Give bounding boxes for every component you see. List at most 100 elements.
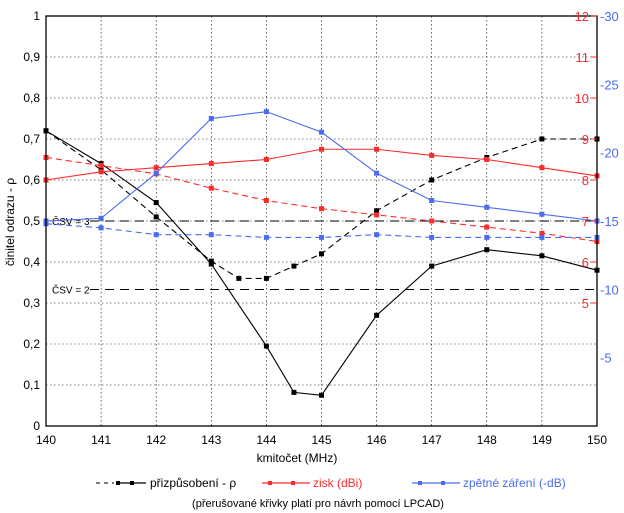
data-point [263,157,269,162]
data-point [153,170,159,176]
y-tick-label-right-inner: 10 [575,91,589,106]
data-point [319,392,324,398]
y-tick-label: 0,4 [23,255,40,269]
data-point [484,247,490,253]
data-point [208,116,214,121]
x-tick-label: 142 [146,433,166,447]
data-point [319,129,324,135]
y-tick-label-right-inner: 5 [582,296,589,311]
data-point [539,165,545,171]
x-tick-label: 143 [201,433,221,447]
data-point [319,234,324,240]
data-point [291,263,297,269]
y-tick-label-right-inner: 11 [576,50,590,65]
data-point [208,258,214,264]
data-point [263,343,269,349]
data-point [153,165,159,171]
x-tick-label: 146 [367,433,387,447]
y-tick-label: 0,9 [23,50,40,64]
y-tick-label: 0,3 [23,296,40,310]
data-point [98,163,104,169]
data-point [539,230,545,236]
data-point [263,234,269,240]
data-point [319,146,324,152]
data-point [539,234,545,240]
y-tick-label: 0 [33,419,40,433]
data-point [429,234,435,240]
data-point [429,198,435,203]
legend-note: (přerušované křivky platí pro návrh pomo… [192,498,444,510]
y-axis-label: činitel odrazu - ρ [3,178,17,266]
y-tick-label-right-inner: 9 [582,132,589,147]
y-tick-label: 0,1 [23,378,40,392]
x-tick-label: 148 [477,433,497,447]
data-point [319,206,324,212]
data-point [374,312,380,318]
y-tick-label: 1 [33,9,40,23]
data-point [98,225,104,231]
data-point [208,232,214,238]
x-tick-label: 150 [587,433,607,447]
data-point [319,251,324,257]
y-tick-label-right-outer: -15 [600,214,619,229]
data-point [291,389,297,395]
legend-marker-zisk [291,481,295,485]
y-tick-label-right-inner: 12 [575,9,589,24]
legend-marker-zpetne [441,481,445,485]
data-point [429,152,435,158]
data-point [429,263,435,269]
data-point [208,261,214,267]
legend-marker-rho [116,481,120,485]
y-tick-label-right-outer: -5 [600,351,612,366]
legend-label-zisk: zisk (dBi) [313,476,362,490]
y-tick-label-right-inner: 8 [582,173,589,188]
data-point [374,146,380,152]
data-point [263,275,269,281]
series-line [45,130,598,396]
legend: přizpůsobení - ρ zisk (dBi) zpětné zářen… [96,476,566,510]
data-point [539,253,545,259]
series-line [45,223,597,238]
data-point [263,109,269,115]
data-point [539,136,545,142]
data-point [484,234,490,240]
y-tick-label: 0,2 [23,337,40,351]
data-point [539,211,545,217]
data-point [98,169,104,175]
data-point [153,214,159,220]
y-tick-label: 0,6 [23,173,40,187]
y-tick-label-right-outer: -25 [600,77,619,92]
data-point [153,232,159,238]
data-point [374,232,380,238]
y-tick-label-right-outer: -10 [600,282,619,297]
axes: 140 141 142 143 144 145 146 147 148 149 150 0 0,1 0,2… [23,9,618,447]
y-tick-label-right-inner: 6 [582,255,589,270]
data-point [208,185,214,191]
data-point [374,170,380,176]
data-point [208,161,214,167]
y-tick-label-right-inner: 7 [582,214,589,229]
legend-marker-zpetne [418,481,422,485]
legend-label-zpetne: zpětné záření (-dB) [463,476,566,490]
data-point [236,275,242,281]
x-tick-label: 149 [532,433,552,447]
y-tick-label-right-outer: -20 [600,146,619,161]
x-tick-label: 141 [91,433,111,447]
data-point [429,177,435,183]
y-tick-label: 0,8 [23,91,40,105]
data-point [484,224,490,230]
x-tick-label: 145 [311,433,331,447]
x-tick-label: 144 [256,433,276,447]
legend-marker-zisk [268,481,272,485]
x-tick-label: 140 [36,433,56,447]
x-axis-label: kmitočet (MHz) [257,451,338,465]
y-tick-label-right-outer: -30 [600,9,619,24]
data-point [374,212,380,218]
data-point [484,204,490,210]
data-point [153,200,159,206]
reference-line-label: ČSV = 2 [52,283,90,296]
data-point [98,215,104,221]
data-point [484,157,490,162]
